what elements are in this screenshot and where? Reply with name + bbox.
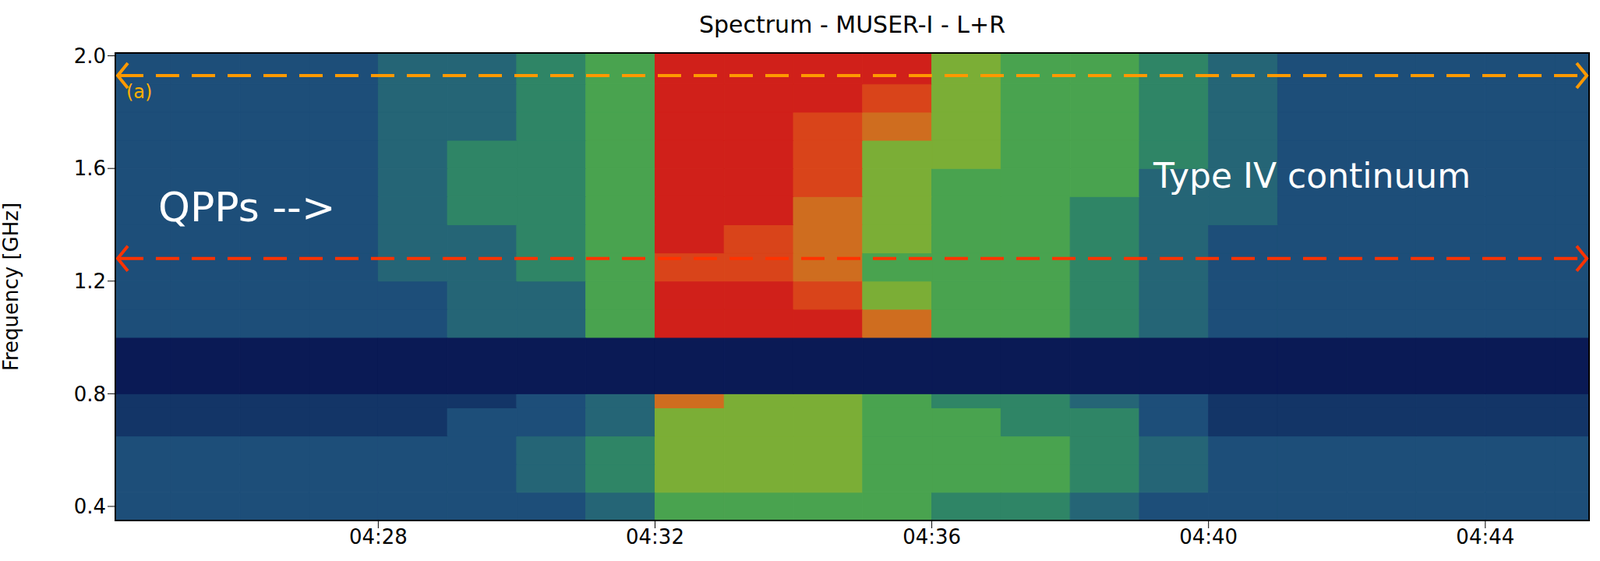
html-text:Spectrum - MUSER-I - L+R: Spectrum - MUSER-I - L+R: [699, 10, 1006, 39]
svg-text:0.8: 0.8: [74, 382, 106, 407]
svg-text:1.2: 1.2: [74, 269, 106, 294]
svg-text:04:36: 04:36: [902, 525, 961, 549]
html-text:(a): (a): [126, 81, 153, 103]
html-text:QPPs -->: QPPs -->: [158, 183, 336, 231]
svg-text:04:28: 04:28: [349, 525, 408, 549]
svg-text:2.0: 2.0: [74, 44, 106, 68]
svg-text:04:44: 04:44: [1455, 525, 1515, 549]
svg-text:Frequency [GHz]: Frequency [GHz]: [0, 202, 23, 371]
svg-text:04:32: 04:32: [625, 525, 685, 549]
svg-text:04:40: 04:40: [1179, 525, 1238, 549]
html-text:Type IV continuum: Type IV continuum: [1153, 155, 1471, 196]
svg-text:0.4: 0.4: [74, 494, 106, 519]
svg-text:1.6: 1.6: [74, 156, 106, 181]
